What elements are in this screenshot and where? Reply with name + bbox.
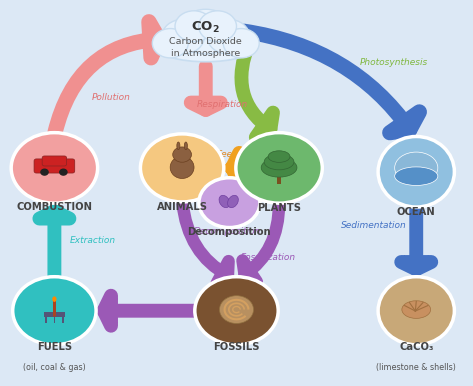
Ellipse shape xyxy=(140,134,224,202)
Circle shape xyxy=(219,296,254,323)
FancyBboxPatch shape xyxy=(42,156,67,166)
Circle shape xyxy=(199,11,236,42)
Ellipse shape xyxy=(378,277,455,345)
Circle shape xyxy=(60,169,67,175)
Text: PLANTS: PLANTS xyxy=(257,203,301,213)
Text: OCEAN: OCEAN xyxy=(397,207,436,217)
Ellipse shape xyxy=(158,35,253,62)
FancyBboxPatch shape xyxy=(44,312,65,317)
Ellipse shape xyxy=(394,152,438,184)
Circle shape xyxy=(173,147,192,162)
Ellipse shape xyxy=(264,154,294,170)
Circle shape xyxy=(207,19,250,54)
Ellipse shape xyxy=(184,142,187,150)
Circle shape xyxy=(162,19,204,54)
Ellipse shape xyxy=(170,156,194,178)
Text: (oil, coal & gas): (oil, coal & gas) xyxy=(23,363,86,372)
Text: Respiration: Respiration xyxy=(196,100,247,109)
Text: Decomposition: Decomposition xyxy=(193,227,261,236)
Ellipse shape xyxy=(195,277,278,345)
Text: $\mathbf{CO_2}$: $\mathbf{CO_2}$ xyxy=(192,20,220,36)
Ellipse shape xyxy=(268,151,290,163)
Ellipse shape xyxy=(378,137,455,207)
Text: FOSSILS: FOSSILS xyxy=(213,342,260,352)
Ellipse shape xyxy=(402,301,430,318)
Text: in Atmosphere: in Atmosphere xyxy=(171,49,240,58)
Text: ANIMALS: ANIMALS xyxy=(157,201,208,212)
FancyBboxPatch shape xyxy=(34,159,75,173)
FancyBboxPatch shape xyxy=(45,316,47,323)
Ellipse shape xyxy=(52,296,57,302)
Text: Extraction: Extraction xyxy=(70,235,116,245)
FancyBboxPatch shape xyxy=(62,316,64,323)
Text: Sedimentation: Sedimentation xyxy=(341,221,406,230)
Circle shape xyxy=(178,9,233,54)
Text: CaCO₃: CaCO₃ xyxy=(399,342,433,352)
Text: Decomposition: Decomposition xyxy=(188,227,271,237)
Text: Photosynthesis: Photosynthesis xyxy=(359,58,428,67)
Ellipse shape xyxy=(177,142,180,150)
Text: Fossilization: Fossilization xyxy=(241,253,297,262)
Ellipse shape xyxy=(11,133,97,203)
Text: Feeding: Feeding xyxy=(217,150,253,159)
Text: COMBUSTION: COMBUSTION xyxy=(17,201,92,212)
Circle shape xyxy=(41,169,48,175)
Text: (limestone & shells): (limestone & shells) xyxy=(377,363,456,372)
Circle shape xyxy=(152,29,188,58)
Ellipse shape xyxy=(13,277,96,345)
FancyBboxPatch shape xyxy=(53,301,56,317)
Circle shape xyxy=(223,29,259,58)
Ellipse shape xyxy=(261,158,297,177)
Ellipse shape xyxy=(199,178,260,227)
Circle shape xyxy=(175,11,213,42)
FancyBboxPatch shape xyxy=(277,171,281,184)
Ellipse shape xyxy=(394,167,438,185)
Ellipse shape xyxy=(228,195,238,208)
FancyBboxPatch shape xyxy=(53,316,55,323)
Ellipse shape xyxy=(219,195,230,208)
Text: FUELS: FUELS xyxy=(37,342,72,352)
Ellipse shape xyxy=(236,133,322,203)
Text: Pollution: Pollution xyxy=(92,93,131,102)
Text: Carbon Dioxide: Carbon Dioxide xyxy=(169,37,242,46)
